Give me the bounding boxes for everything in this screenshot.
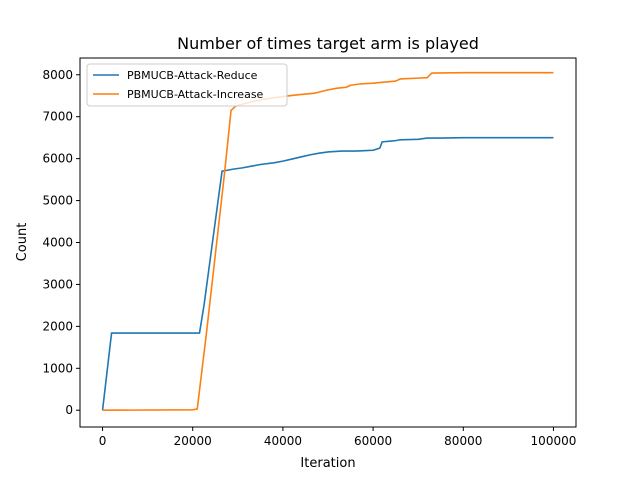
x-axis-label: Iteration bbox=[300, 456, 355, 471]
y-tick-label: 0 bbox=[65, 403, 73, 417]
legend-box bbox=[86, 63, 288, 107]
x-tick-label: 40000 bbox=[264, 434, 302, 448]
x-tick-label: 20000 bbox=[174, 434, 212, 448]
y-axis-label: Count bbox=[15, 223, 30, 262]
legend-label-0: PBMUCB-Attack-Reduce bbox=[127, 69, 258, 82]
chart-title: Number of times target arm is played bbox=[177, 34, 479, 53]
x-axis: 0 20000 40000 60000 80000 100000 bbox=[99, 427, 577, 448]
y-axis: 0 1000 2000 3000 4000 5000 6000 7000 8000 bbox=[42, 68, 80, 417]
y-tick-label: 2000 bbox=[42, 319, 73, 333]
legend: PBMUCB-Attack-Reduce PBMUCB-Attack-Increa… bbox=[86, 63, 288, 107]
series-line-0 bbox=[101, 136, 554, 411]
y-tick-label: 8000 bbox=[42, 68, 73, 82]
y-tick-label: 4000 bbox=[42, 236, 73, 250]
x-tick-label: 100000 bbox=[531, 434, 577, 448]
legend-label-1: PBMUCB-Attack-Increase bbox=[127, 88, 264, 101]
series-line-1 bbox=[102, 71, 554, 412]
x-tick-label: 60000 bbox=[354, 434, 392, 448]
y-tick-label: 5000 bbox=[42, 194, 73, 208]
y-tick-label: 6000 bbox=[42, 152, 73, 166]
x-tick-label: 80000 bbox=[444, 434, 482, 448]
x-tick-label: 0 bbox=[99, 434, 107, 448]
y-tick-label: 7000 bbox=[42, 110, 73, 124]
y-tick-label: 1000 bbox=[42, 361, 73, 375]
y-tick-label: 3000 bbox=[42, 277, 73, 291]
